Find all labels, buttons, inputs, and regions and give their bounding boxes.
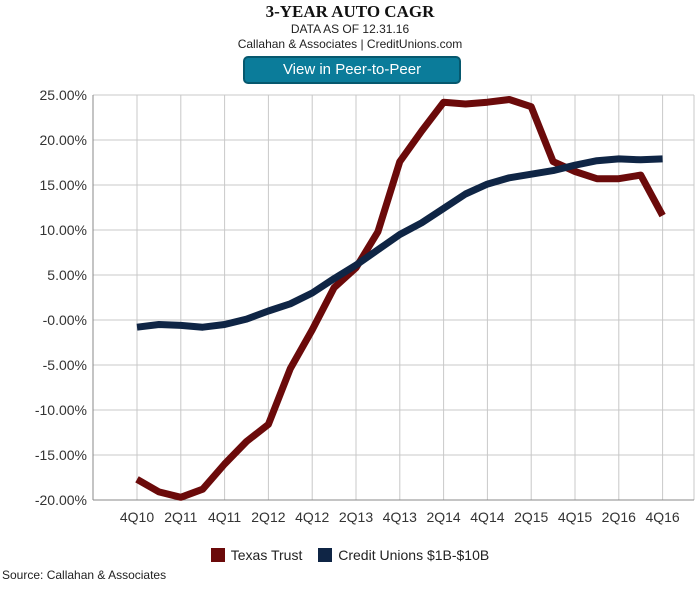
y-tick-label: 20.00% (40, 132, 87, 148)
legend-item-credit-unions[interactable]: Credit Unions $1B-$10B (318, 547, 489, 563)
x-tick-label: 4Q16 (645, 509, 679, 525)
x-tick-label: 2Q12 (251, 509, 285, 525)
x-tick-label: 2Q13 (339, 509, 373, 525)
y-tick-label: 5.00% (47, 267, 87, 283)
y-tick-label: 10.00% (40, 222, 87, 238)
x-tick-label: 2Q14 (426, 509, 460, 525)
view-in-peer-to-peer-button[interactable]: View in Peer-to-Peer (243, 56, 461, 84)
x-tick-label: 4Q13 (383, 509, 417, 525)
attribution-line: Callahan & Associates | CreditUnions.com (237, 37, 463, 51)
y-tick-label: -15.00% (35, 447, 87, 463)
credit-unions-swatch (318, 548, 333, 563)
y-tick-label: -10.00% (35, 402, 87, 418)
grid-lines (93, 94, 694, 501)
x-tick-label: 2Q16 (602, 509, 636, 525)
legend: Texas Trust Credit Unions $1B-$10B (0, 546, 700, 566)
x-tick-label: 2Q11 (164, 509, 197, 525)
line-chart: 25.00% 20.00% 15.00% 10.00% 5.00% -0.00% -5.00… (35, 87, 695, 525)
x-tick-label: 4Q11 (208, 509, 241, 525)
legend-label-texas-trust: Texas Trust (230, 547, 303, 564)
axes (92, 95, 695, 501)
legend-item-texas-trust[interactable]: Texas Trust (210, 547, 303, 564)
texas-trust-line (135, 96, 666, 501)
texas-trust-swatch (210, 548, 225, 563)
source-note: Source: Callahan & Associates (2, 568, 167, 582)
x-tick-label: 4Q12 (295, 509, 329, 525)
y-tick-label: -5.00% (43, 357, 87, 373)
chart-title: 3-YEAR AUTO CAGR (265, 2, 435, 21)
y-tick-label: 15.00% (40, 177, 87, 193)
y-axis-tick-labels: 25.00% 20.00% 15.00% 10.00% 5.00% -0.00% -5.00… (35, 87, 87, 508)
x-tick-label: 4Q10 (120, 509, 154, 525)
series-lines (135, 96, 666, 501)
credit-unions-line (136, 155, 663, 331)
x-tick-label: 4Q15 (558, 509, 592, 525)
data-date-line: DATA AS OF 12.31.16 (290, 22, 410, 36)
y-tick-label: -20.00% (35, 492, 87, 508)
legend-label-credit-unions: Credit Unions $1B-$10B (338, 547, 490, 564)
x-tick-label: 2Q15 (514, 509, 548, 525)
x-tick-label: 4Q14 (470, 509, 504, 525)
y-tick-label: -0.00% (43, 312, 87, 328)
y-tick-label: 25.00% (40, 87, 87, 103)
x-axis-tick-labels: 4Q10 2Q11 4Q11 2Q12 4Q12 2Q13 4Q13 2Q14 4Q14 2Q15… (120, 509, 680, 525)
